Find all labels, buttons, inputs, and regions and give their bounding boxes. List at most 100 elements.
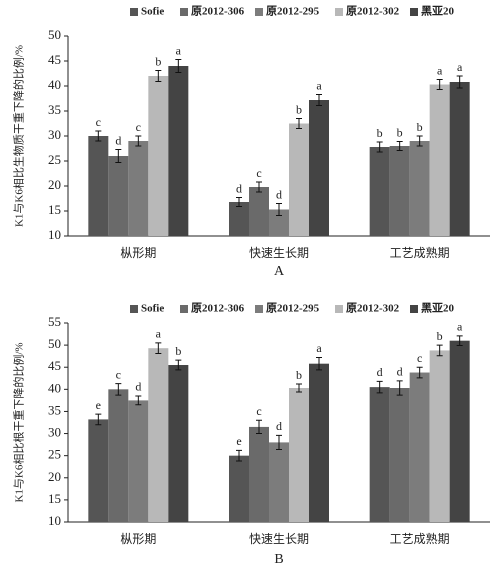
y-tick-label: 10 <box>48 227 61 242</box>
error-bar <box>416 135 423 147</box>
error-bar <box>456 335 463 347</box>
legend-label: 原2012-306 <box>191 302 245 315</box>
y-tick-label: 45 <box>48 52 61 67</box>
error-bar <box>95 413 102 426</box>
x-tick-label: 枞形期 <box>120 246 156 260</box>
significance-letter: d <box>135 380 141 394</box>
significance-letter: d <box>276 419 282 433</box>
significance-letter: e <box>236 434 241 448</box>
y-tick-label: 35 <box>48 102 61 117</box>
chart-caption: A <box>274 264 285 279</box>
significance-letter: d <box>236 181 242 195</box>
x-tick-label: 快速生长期 <box>249 532 309 546</box>
error-bar <box>296 383 302 393</box>
bar <box>449 82 470 236</box>
error-bar <box>436 344 443 357</box>
significance-letter: d <box>397 365 403 379</box>
bar <box>108 389 129 522</box>
legend-swatch <box>180 305 188 313</box>
significance-letter: d <box>377 365 383 379</box>
y-tick-label: 40 <box>48 380 61 395</box>
error-bar <box>416 366 423 379</box>
y-tick-label: 25 <box>48 152 61 167</box>
y-tick-label: 55 <box>48 314 61 329</box>
y-axis-label: K1与K6相比根干重下降的比例/% <box>12 342 26 502</box>
significance-letter: a <box>437 63 443 77</box>
bar <box>128 141 149 236</box>
bar <box>229 455 249 522</box>
legend-swatch <box>255 305 263 313</box>
legend-swatch <box>130 305 138 313</box>
bar <box>429 350 450 522</box>
x-tick-label: 枞形期 <box>120 532 156 546</box>
significance-letter: a <box>176 43 182 57</box>
error-bar <box>376 141 383 153</box>
bar <box>88 136 109 236</box>
error-bar <box>236 449 242 462</box>
error-bar <box>155 70 162 82</box>
bar <box>289 388 309 522</box>
error-bar <box>456 75 463 89</box>
bar <box>269 209 289 236</box>
y-tick-label: 40 <box>48 77 61 92</box>
legend-swatch <box>410 8 418 16</box>
error-bar <box>256 419 262 435</box>
y-tick-label: 20 <box>48 469 61 484</box>
error-bar <box>175 359 182 371</box>
bar <box>108 156 129 236</box>
bar <box>309 363 329 522</box>
y-tick-label: 30 <box>48 425 61 440</box>
significance-letter: e <box>96 398 101 412</box>
error-bar <box>135 135 142 147</box>
legend-label: 原2012-295 <box>266 302 320 315</box>
bar <box>429 84 450 236</box>
y-tick-label: 15 <box>48 202 61 217</box>
x-tick-label: 快速生长期 <box>249 246 309 260</box>
error-bar <box>396 380 403 396</box>
error-bar <box>236 197 242 207</box>
significance-letter: b <box>175 344 181 358</box>
bar <box>249 187 269 236</box>
legend-label: 原2012-306 <box>191 5 245 18</box>
significance-letter: d <box>276 187 282 201</box>
legend-swatch <box>130 8 138 16</box>
error-bar <box>256 181 262 193</box>
legend-label: 原2012-302 <box>346 302 400 315</box>
significance-letter: c <box>116 367 121 381</box>
error-bar <box>436 79 443 90</box>
bar <box>409 141 430 236</box>
error-bar <box>276 434 282 450</box>
bar <box>229 202 249 236</box>
legend-label: Sofie <box>141 6 164 18</box>
significance-letter: a <box>457 60 463 74</box>
bar <box>168 66 189 236</box>
error-bar <box>276 203 282 216</box>
significance-letter: b <box>296 102 302 116</box>
y-tick-label: 50 <box>48 336 61 351</box>
error-bar <box>95 130 102 142</box>
bar <box>148 76 169 236</box>
significance-letter: b <box>417 120 423 134</box>
bar <box>249 426 269 522</box>
significance-letter: a <box>316 78 322 92</box>
y-tick-label: 15 <box>48 491 61 506</box>
x-tick-label: 工艺成熟期 <box>390 531 450 546</box>
y-tick-label: 45 <box>48 358 61 373</box>
bar <box>88 419 109 522</box>
bar <box>409 372 430 522</box>
significance-letter: b <box>437 329 443 343</box>
bar <box>128 400 149 522</box>
bar <box>369 147 390 236</box>
error-bar <box>316 94 322 106</box>
significance-letter: d <box>115 133 121 147</box>
y-tick-label: 30 <box>48 127 61 142</box>
legend-label: 黑亚20 <box>421 302 454 315</box>
legend-label: Sofie <box>141 303 164 315</box>
bar <box>369 387 390 522</box>
significance-letter: c <box>96 115 101 129</box>
significance-letter: b <box>296 368 302 382</box>
legend-swatch <box>335 8 343 16</box>
y-tick-label: 10 <box>48 513 61 528</box>
bar <box>148 348 169 522</box>
